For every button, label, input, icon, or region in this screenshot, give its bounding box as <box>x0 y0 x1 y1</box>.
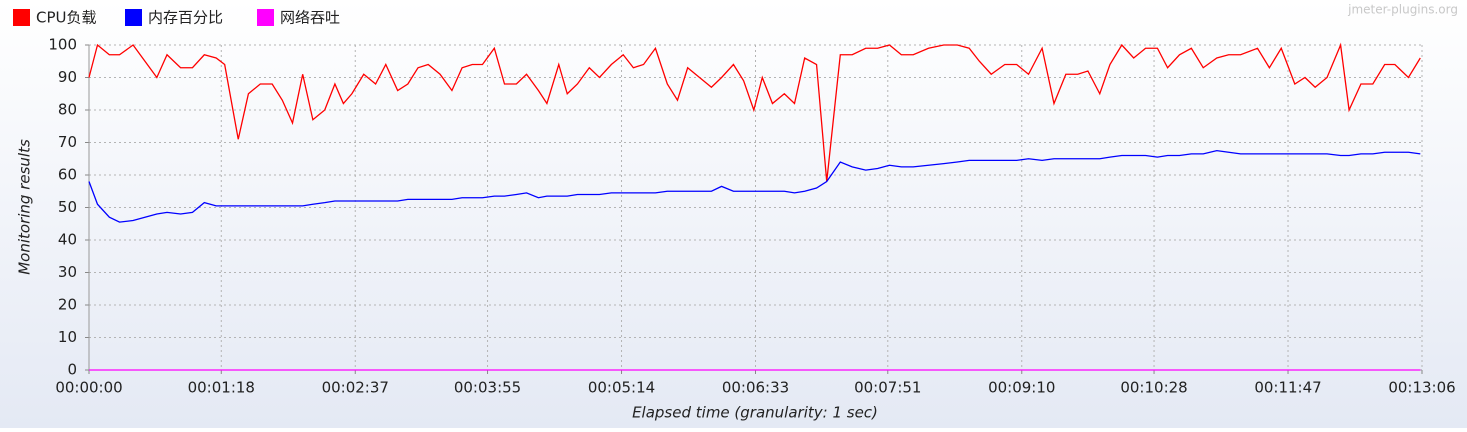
y-tick-label: 0 <box>67 361 77 379</box>
y-tick-label: 70 <box>58 133 77 151</box>
y-tick-label: 10 <box>58 328 77 346</box>
x-tick-label: 00:00:00 <box>55 379 122 397</box>
y-tick-label: 80 <box>58 101 77 119</box>
x-tick-label: 00:13:06 <box>1388 379 1455 397</box>
legend-swatch <box>13 9 30 26</box>
watermark: jmeter-plugins.org <box>1347 3 1458 17</box>
y-tick-label: 40 <box>58 231 77 249</box>
legend-swatch <box>257 9 274 26</box>
legend-swatch <box>125 9 142 26</box>
line-series <box>88 149 1421 223</box>
y-tick-label: 20 <box>58 296 77 314</box>
x-axis-label: Elapsed time (granularity: 1 sec) <box>632 404 878 422</box>
y-tick-label: 100 <box>48 36 77 54</box>
y-tick-label: 50 <box>58 198 77 216</box>
y-tick-label: 90 <box>58 68 77 86</box>
x-tick-label: 00:06:33 <box>722 379 789 397</box>
x-tick-label: 00:09:10 <box>988 379 1055 397</box>
x-tick-label: 00:05:14 <box>588 379 655 397</box>
y-tick-label: 60 <box>58 166 77 184</box>
x-tick-label: 00:03:55 <box>454 379 521 397</box>
y-axis-label: Monitoring results <box>16 139 34 275</box>
x-tick-label: 00:10:28 <box>1120 379 1187 397</box>
y-tick-label: 30 <box>58 263 77 281</box>
x-tick-label: 00:07:51 <box>854 379 921 397</box>
x-tick-label: 00:01:18 <box>188 379 255 397</box>
x-tick-label: 00:02:37 <box>322 379 389 397</box>
legend-label: CPU负载 <box>36 9 97 27</box>
legend-label: 内存百分比 <box>148 9 223 27</box>
line-series <box>88 42 1421 182</box>
legend-label: 网络吞吐 <box>280 9 340 27</box>
x-tick-label: 00:11:47 <box>1254 379 1321 397</box>
